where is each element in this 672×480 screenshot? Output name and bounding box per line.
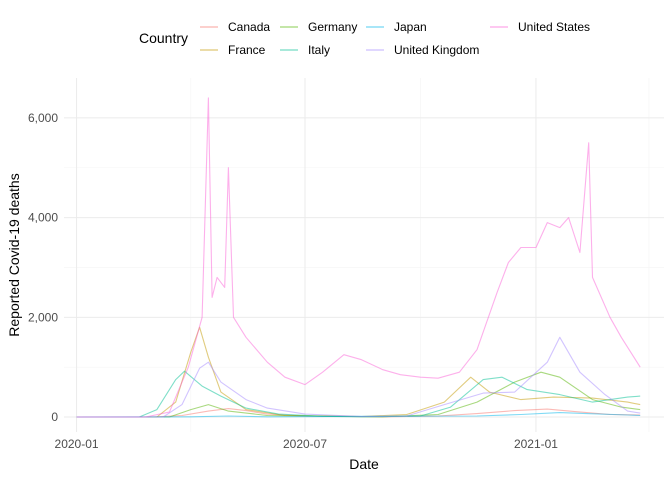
y-tick-label: 2,000 bbox=[28, 310, 58, 324]
legend-label-germany: Germany bbox=[308, 20, 357, 34]
legend-label-united-states: United States bbox=[518, 20, 590, 34]
legend: Country Canada France Germany Italy Japan Uni… bbox=[139, 20, 590, 57]
legend-label-united-kingdom: United Kingdom bbox=[394, 43, 479, 57]
series-lines bbox=[76, 97, 641, 418]
y-tick-label: 6,000 bbox=[28, 111, 58, 125]
series-line-united-states bbox=[76, 97, 641, 418]
series-line-germany bbox=[76, 371, 641, 418]
legend-label-japan: Japan bbox=[394, 20, 427, 34]
y-tick-label: 0 bbox=[51, 410, 58, 424]
legend-label-france: France bbox=[228, 43, 266, 57]
series-line-united-kingdom bbox=[76, 336, 641, 418]
grid bbox=[64, 78, 664, 432]
legend-label-italy: Italy bbox=[308, 43, 330, 57]
x-tick-label: 2021-01 bbox=[514, 437, 558, 451]
y-tick-label: 4,000 bbox=[28, 211, 58, 225]
series-line-japan bbox=[76, 412, 641, 418]
x-axis-title: Date bbox=[349, 456, 379, 472]
legend-title: Country bbox=[139, 30, 188, 46]
x-tick-label: 2020-07 bbox=[283, 437, 327, 451]
y-axis: 0 2,000 4,000 6,000 bbox=[28, 111, 58, 424]
x-axis: 2020-01 2020-07 2021-01 bbox=[55, 437, 559, 451]
legend-label-canada: Canada bbox=[228, 20, 270, 34]
y-axis-title: Reported Covid-19 deaths bbox=[6, 173, 22, 336]
x-tick-label: 2020-01 bbox=[55, 437, 99, 451]
